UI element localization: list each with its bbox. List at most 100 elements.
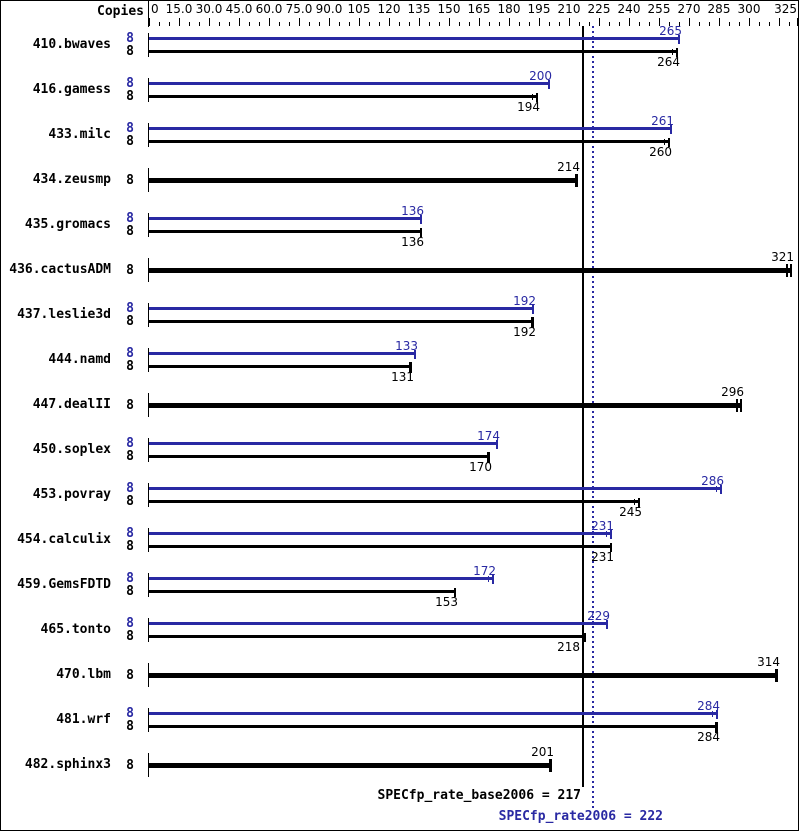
peak-bar xyxy=(149,577,493,580)
bar-end-cap xyxy=(606,619,608,629)
axis-tick-label: 255 xyxy=(647,2,671,16)
axis-minor-tick xyxy=(769,22,770,26)
axis-tick-label: 195 xyxy=(527,2,551,16)
base-value-label: 218 xyxy=(557,640,580,654)
axis-tick-label: 210 xyxy=(557,2,581,16)
axis-minor-tick xyxy=(469,22,470,26)
bar-end-cap xyxy=(715,721,718,733)
bar-start-bracket xyxy=(148,708,149,732)
axis-major-tick xyxy=(569,18,570,26)
peak-bar xyxy=(149,622,607,625)
bar-start-bracket xyxy=(148,258,149,282)
bar-spread-tick xyxy=(664,138,665,145)
copies-value: 8 xyxy=(126,134,134,149)
copies-value: 8 xyxy=(126,262,134,278)
bar-spread-tick xyxy=(634,498,635,505)
benchmark-name: 447.dealII xyxy=(32,397,111,412)
axis-minor-tick xyxy=(169,22,170,26)
copies-value: 8 xyxy=(126,31,134,46)
axis-minor-tick xyxy=(229,22,230,26)
peak-value-label: 200 xyxy=(529,69,552,83)
axis-minor-tick xyxy=(649,22,650,26)
axis-minor-tick xyxy=(639,22,640,26)
bar-end-cap xyxy=(420,214,422,224)
base-bar xyxy=(149,230,421,233)
axis-major-tick xyxy=(689,18,690,26)
axis-minor-tick xyxy=(489,22,490,26)
copies-value: 8 xyxy=(126,436,134,451)
axis-major-tick xyxy=(209,18,210,26)
bar-start-bracket xyxy=(148,78,149,102)
base-value-label: 192 xyxy=(513,325,536,339)
bar-start-bracket xyxy=(148,618,149,642)
axis-minor-tick xyxy=(369,22,370,26)
axis-major-tick xyxy=(797,18,798,26)
base-bar xyxy=(149,590,455,593)
benchmark-name: 416.gamess xyxy=(32,82,111,97)
base-value-label: 170 xyxy=(469,460,492,474)
copies-value: 8 xyxy=(126,667,134,683)
axis-minor-tick xyxy=(669,22,670,26)
base-bar xyxy=(149,365,411,368)
benchmark-name: 453.povray xyxy=(32,487,111,502)
peak-value-label: 286 xyxy=(701,474,724,488)
copies-value: 8 xyxy=(126,706,134,721)
copies-value: 8 xyxy=(126,359,134,374)
axis-minor-tick xyxy=(219,22,220,26)
benchmark-name: 481.wrf xyxy=(56,712,111,727)
bar-end-cap xyxy=(610,529,612,539)
base-bar xyxy=(149,455,489,458)
bar-start-bracket xyxy=(148,483,149,507)
axis-tick-label: 45.0 xyxy=(225,2,253,16)
base-bar xyxy=(149,267,791,273)
axis-major-tick xyxy=(479,18,480,26)
axis-tick-label: 0 xyxy=(151,2,159,16)
peak-bar xyxy=(149,442,497,445)
axis-minor-tick xyxy=(399,22,400,26)
benchmark-name: 470.lbm xyxy=(56,667,111,682)
bar-end-cap xyxy=(536,92,538,102)
base-bar xyxy=(149,725,717,728)
base-score-label: SPECfp_rate_base2006 = 217 xyxy=(377,788,582,803)
bar-spread-tick xyxy=(716,485,717,492)
bar-spread-tick xyxy=(606,530,607,537)
base-bar xyxy=(149,635,585,638)
bar-spread-tick xyxy=(488,575,489,582)
axis-minor-tick xyxy=(429,22,430,26)
axis-major-tick xyxy=(659,18,660,26)
bar-end-cap xyxy=(638,497,640,507)
bar-end-cap xyxy=(670,124,672,134)
bar-end-cap xyxy=(790,264,792,277)
base-value-label: 131 xyxy=(391,370,414,384)
axis-major-tick xyxy=(329,18,330,26)
axis-tick-label: 90.0 xyxy=(315,2,343,16)
base-value-label: 201 xyxy=(531,745,554,759)
bar-end-cap xyxy=(531,316,534,328)
peak-value-label: 136 xyxy=(401,204,424,218)
bar-start-bracket xyxy=(148,168,149,192)
base-bar xyxy=(149,402,741,408)
axis-tick-label: 135 xyxy=(407,2,431,16)
copies-value: 8 xyxy=(126,121,134,136)
bar-start-bracket xyxy=(148,123,149,147)
axis-minor-tick xyxy=(409,22,410,26)
axis-minor-tick xyxy=(279,22,280,26)
base-bar xyxy=(149,177,577,183)
peak-value-label: 133 xyxy=(395,339,418,353)
axis-minor-tick xyxy=(259,22,260,26)
axis-minor-tick xyxy=(199,22,200,26)
copies-column-header: Copies xyxy=(97,4,144,19)
bar-end-cap xyxy=(414,349,416,359)
bar-end-cap xyxy=(676,47,678,57)
copies-value: 8 xyxy=(126,44,134,59)
axis-minor-tick xyxy=(249,22,250,26)
copies-value: 8 xyxy=(126,526,134,541)
axis-tick-label: 285 xyxy=(707,2,731,16)
axis-minor-tick xyxy=(499,22,500,26)
bar-end-cap xyxy=(584,632,586,642)
bar-start-bracket xyxy=(148,528,149,552)
copies-value: 8 xyxy=(126,211,134,226)
bar-start-bracket xyxy=(148,393,149,417)
bar-end-cap xyxy=(548,79,550,89)
base-bar xyxy=(149,500,639,503)
